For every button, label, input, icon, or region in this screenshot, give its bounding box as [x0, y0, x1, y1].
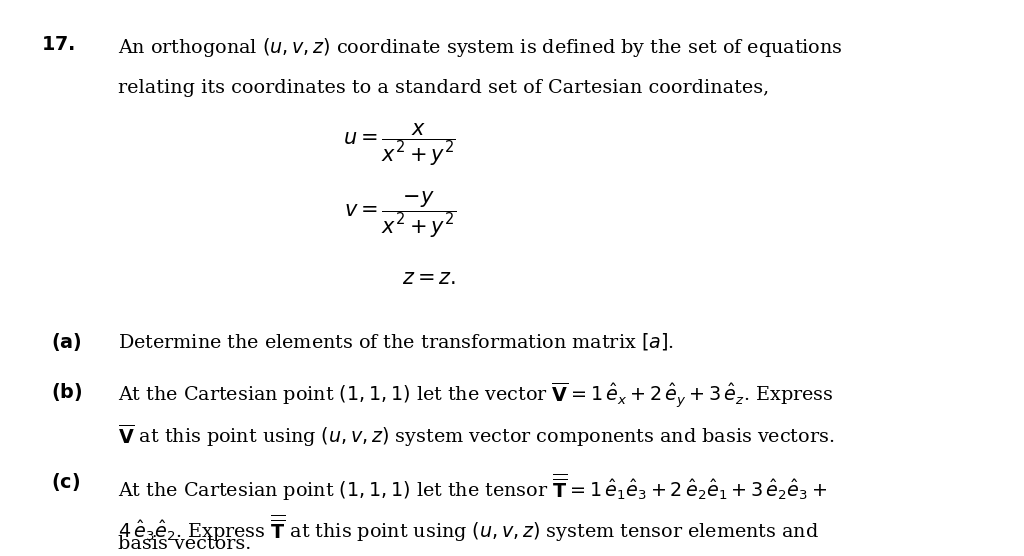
Text: $\mathbf{(c)}$: $\mathbf{(c)}$ — [51, 471, 80, 494]
Text: $\mathbf{(a)}$: $\mathbf{(a)}$ — [51, 331, 82, 353]
Text: $4\,\hat{e}_3\hat{e}_2$. Express $\overline{\overline{\mathbf{T}}}$ at this poin: $4\,\hat{e}_3\hat{e}_2$. Express $\overl… — [118, 513, 819, 544]
Text: relating its coordinates to a standard set of Cartesian coordinates,: relating its coordinates to a standard s… — [118, 79, 769, 97]
Text: $\mathbf{(b)}$: $\mathbf{(b)}$ — [51, 381, 83, 403]
Text: basis vectors.: basis vectors. — [118, 535, 251, 553]
Text: An orthogonal $(u, v, z)$ coordinate system is defined by the set of equations: An orthogonal $(u, v, z)$ coordinate sys… — [118, 36, 843, 59]
Text: At the Cartesian point $(1,1,1)$ let the tensor $\overline{\overline{\mathbf{T}}: At the Cartesian point $(1,1,1)$ let the… — [118, 471, 827, 503]
Text: $\overline{\mathbf{V}}$ at this point using $(u, v, z)$ system vector components: $\overline{\mathbf{V}}$ at this point us… — [118, 423, 835, 449]
Text: $z = z.$: $z = z.$ — [401, 269, 456, 287]
Text: $u = \dfrac{x}{x^2+y^2}$: $u = \dfrac{x}{x^2+y^2}$ — [343, 122, 456, 167]
Text: $v = \dfrac{-y}{x^2+y^2}$: $v = \dfrac{-y}{x^2+y^2}$ — [344, 190, 456, 240]
Text: Determine the elements of the transformation matrix $[a]$.: Determine the elements of the transforma… — [118, 331, 674, 352]
Text: At the Cartesian point $(1,1,1)$ let the vector $\overline{\mathbf{V}} = 1\,\hat: At the Cartesian point $(1,1,1)$ let the… — [118, 381, 834, 410]
Text: $\mathbf{17.}$: $\mathbf{17.}$ — [41, 36, 75, 54]
